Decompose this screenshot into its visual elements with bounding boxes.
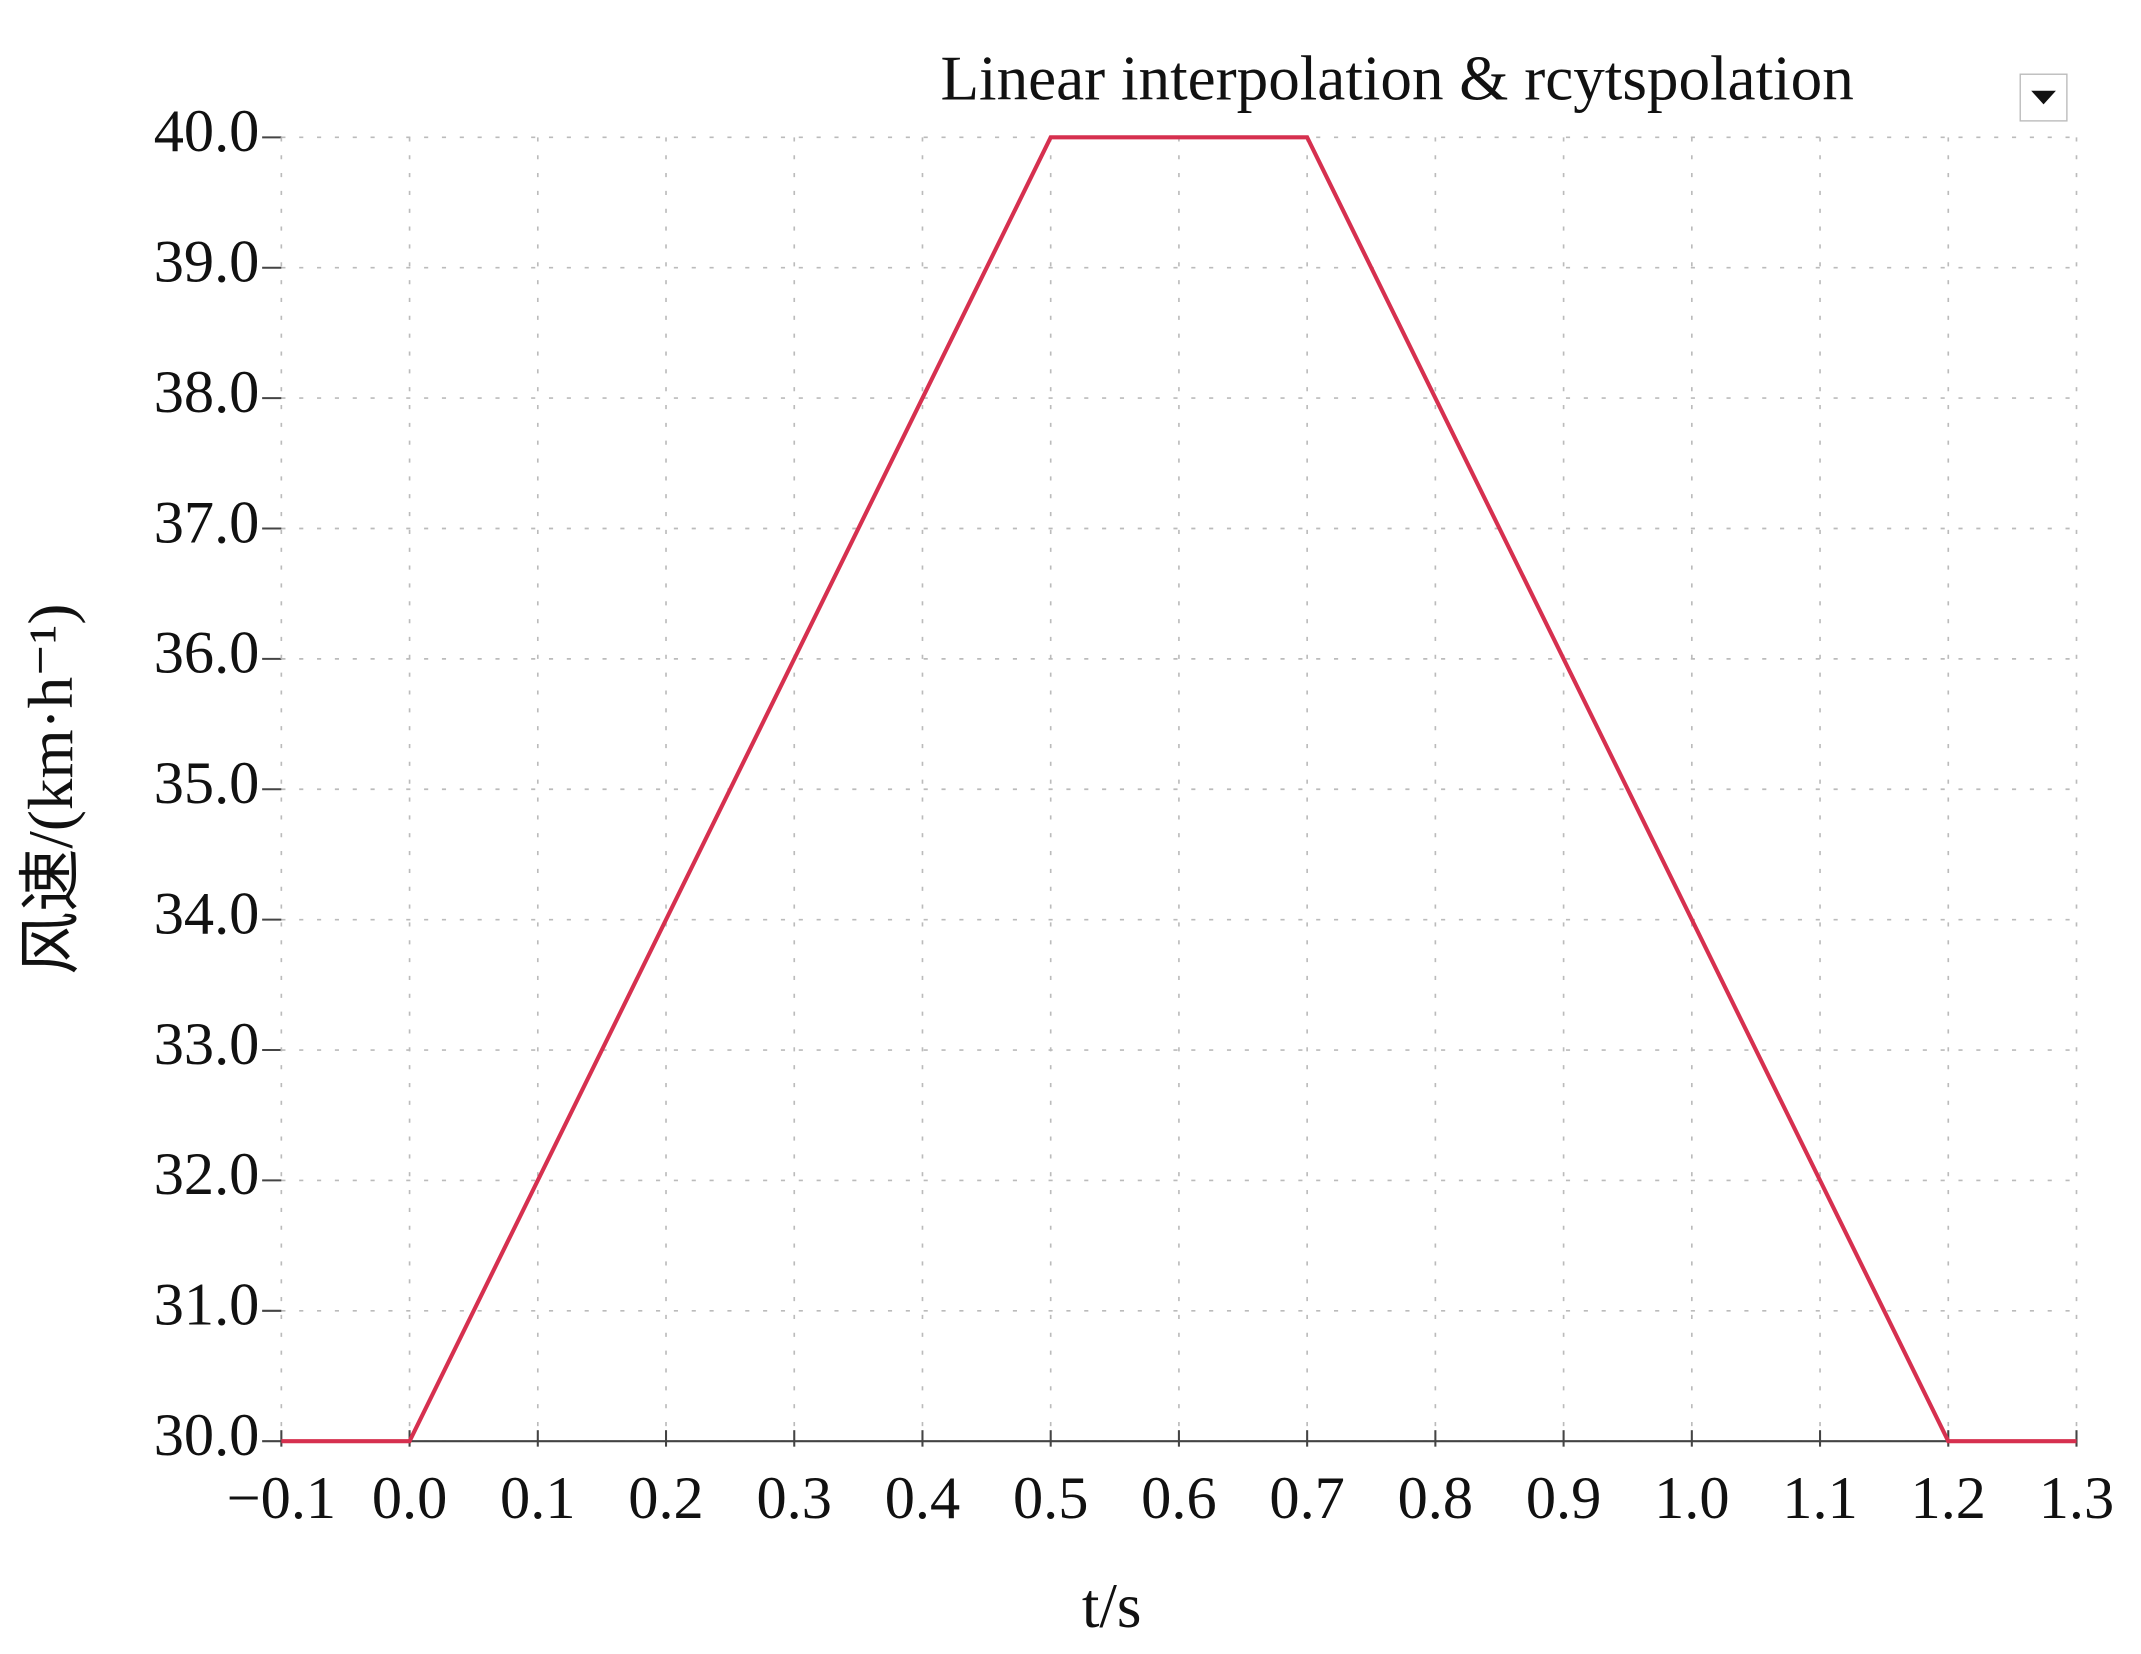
y-tick-label: 33.0 — [154, 1011, 260, 1078]
x-tick-label: 0.2 — [628, 1465, 703, 1532]
x-tick-label: 0.7 — [1269, 1465, 1344, 1532]
y-tick-label: 37.0 — [154, 489, 260, 556]
x-tick-label: 0.6 — [1141, 1465, 1216, 1532]
x-tick-label: 1.3 — [2039, 1465, 2114, 1532]
x-tick-label: 0.9 — [1526, 1465, 1601, 1532]
x-tick-label: 0.0 — [372, 1465, 447, 1532]
y-axis-label: 风速/(km·h⁻¹) — [16, 604, 86, 975]
y-tick-label: 35.0 — [154, 750, 260, 817]
x-tick-label: −0.1 — [227, 1465, 337, 1532]
y-tick-label: 32.0 — [154, 1141, 260, 1208]
x-tick-label: 1.2 — [1911, 1465, 1986, 1532]
y-tick-label: 39.0 — [154, 229, 260, 296]
y-tick-label: 31.0 — [154, 1272, 260, 1339]
y-tick-label: 40.0 — [154, 98, 260, 165]
x-tick-label: 0.1 — [500, 1465, 575, 1532]
x-tick-label: 1.1 — [1782, 1465, 1857, 1532]
x-tick-label: 0.5 — [1013, 1465, 1088, 1532]
y-tick-label: 38.0 — [154, 359, 260, 426]
x-tick-label: 0.3 — [757, 1465, 832, 1532]
x-tick-label: 0.8 — [1398, 1465, 1473, 1532]
y-tick-label: 30.0 — [154, 1402, 260, 1469]
y-tick-label: 34.0 — [154, 880, 260, 947]
line-series — [281, 135, 2077, 1444]
x-tick-label: 0.4 — [885, 1465, 960, 1532]
x-axis-label: t/s — [1082, 1571, 1142, 1641]
x-tick-label: 1.0 — [1654, 1465, 1729, 1532]
legend-label: Linear interpolation & rcytspolation — [940, 44, 1853, 114]
legend-dropdown[interactable] — [2019, 73, 2068, 122]
y-tick-label: 36.0 — [154, 620, 260, 687]
